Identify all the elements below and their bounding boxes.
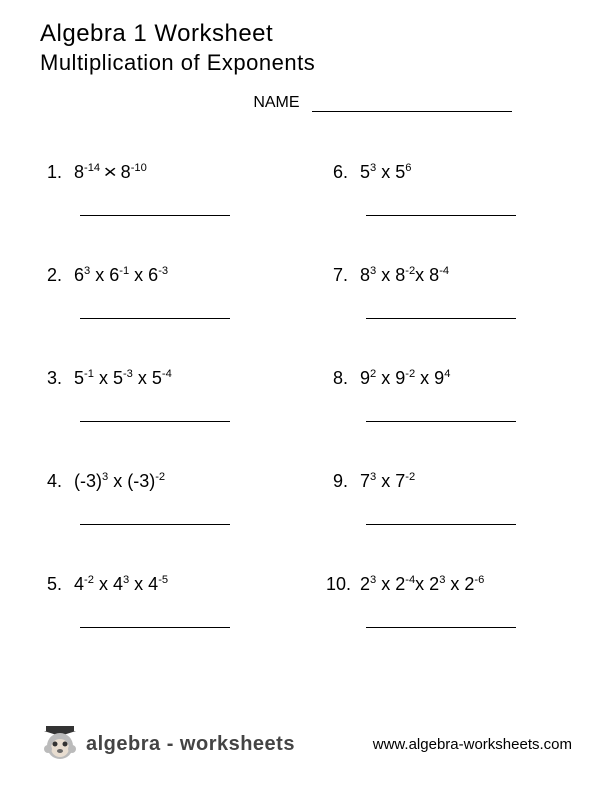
problem-expression-line: 8.92 x 9-2 x 94 bbox=[326, 368, 572, 389]
problem: 9.73 x 7-2 bbox=[326, 471, 572, 566]
problem-expression: 23 x 2-4x 23 x 2-6 bbox=[354, 574, 484, 595]
problem-number: 10. bbox=[326, 574, 354, 595]
answer-blank-line[interactable] bbox=[366, 627, 516, 628]
problem: 7.83 x 8-2x 8-4 bbox=[326, 265, 572, 360]
problem-expression: 92 x 9-2 x 94 bbox=[354, 368, 450, 389]
problems-container: 1.8-14 × 8-10 2.63 x 6-1 x 6-3 3.5-1 x 5-3… bbox=[40, 162, 572, 677]
name-label: NAME bbox=[253, 94, 299, 112]
problem: 10.23 x 2-4x 23 x 2-6 bbox=[326, 574, 572, 669]
problem-number: 9. bbox=[326, 471, 354, 492]
answer-blank-line[interactable] bbox=[366, 524, 516, 525]
problem-expression-line: 5.4-2 x 43 x 4-5 bbox=[40, 574, 286, 595]
problem-expression: 4-2 x 43 x 4-5 bbox=[68, 574, 168, 595]
problem-number: 2. bbox=[40, 265, 68, 286]
problem-number: 1. bbox=[40, 162, 68, 183]
problem-expression: 73 x 7-2 bbox=[354, 471, 415, 492]
answer-blank-line[interactable] bbox=[80, 318, 230, 319]
problem: 2.63 x 6-1 x 6-3 bbox=[40, 265, 286, 360]
title-main: Algebra 1 Worksheet bbox=[40, 20, 572, 48]
problem-expression-line: 4.(-3)3 x (-3)-2 bbox=[40, 471, 286, 492]
problem: 8.92 x 9-2 x 94 bbox=[326, 368, 572, 463]
problem-expression: 8-14 × 8-10 bbox=[68, 162, 147, 183]
title-sub: Multiplication of Exponents bbox=[40, 50, 572, 76]
problem-expression-line: 3.5-1 x 5-3 x 5-4 bbox=[40, 368, 286, 389]
name-blank-line[interactable] bbox=[312, 111, 512, 112]
footer: algebra - worksheets www.algebra-workshe… bbox=[40, 724, 572, 764]
problem-number: 8. bbox=[326, 368, 354, 389]
problem-expression-line: 6.53 x 56 bbox=[326, 162, 572, 183]
problem-expression: 53 x 56 bbox=[354, 162, 411, 183]
problem-expression: (-3)3 x (-3)-2 bbox=[68, 471, 165, 492]
problem-number: 4. bbox=[40, 471, 68, 492]
name-row: NAME bbox=[40, 94, 572, 112]
problem-number: 5. bbox=[40, 574, 68, 595]
problem: 4.(-3)3 x (-3)-2 bbox=[40, 471, 286, 566]
problems-left-column: 1.8-14 × 8-10 2.63 x 6-1 x 6-3 3.5-1 x 5-3… bbox=[40, 162, 286, 677]
problem-number: 6. bbox=[326, 162, 354, 183]
problem: 5.4-2 x 43 x 4-5 bbox=[40, 574, 286, 669]
problem-expression: 63 x 6-1 x 6-3 bbox=[68, 265, 168, 286]
logo-text: algebra - worksheets bbox=[86, 733, 295, 756]
problem-expression: 83 x 8-2x 8-4 bbox=[354, 265, 449, 286]
problem: 1.8-14 × 8-10 bbox=[40, 162, 286, 257]
problem-expression-line: 9.73 x 7-2 bbox=[326, 471, 572, 492]
answer-blank-line[interactable] bbox=[366, 421, 516, 422]
answer-blank-line[interactable] bbox=[80, 524, 230, 525]
worksheet-header: Algebra 1 Worksheet Multiplication of Ex… bbox=[40, 20, 572, 76]
problem: 6.53 x 56 bbox=[326, 162, 572, 257]
problem-expression-line: 10.23 x 2-4x 23 x 2-6 bbox=[326, 574, 572, 595]
problem-expression-line: 1.8-14 × 8-10 bbox=[40, 162, 286, 183]
answer-blank-line[interactable] bbox=[80, 215, 230, 216]
problems-right-column: 6.53 x 567.83 x 8-2x 8-48.92 x 9-2 x 949… bbox=[326, 162, 572, 677]
problem-number: 7. bbox=[326, 265, 354, 286]
answer-blank-line[interactable] bbox=[366, 215, 516, 216]
footer-url: www.algebra-worksheets.com bbox=[373, 736, 572, 753]
problem-expression: 5-1 x 5-3 x 5-4 bbox=[68, 368, 172, 389]
answer-blank-line[interactable] bbox=[366, 318, 516, 319]
answer-blank-line[interactable] bbox=[80, 627, 230, 628]
problem-number: 3. bbox=[40, 368, 68, 389]
answer-blank-line[interactable] bbox=[80, 421, 230, 422]
problem-expression-line: 7.83 x 8-2x 8-4 bbox=[326, 265, 572, 286]
problem-expression-line: 2.63 x 6-1 x 6-3 bbox=[40, 265, 286, 286]
problem: 3.5-1 x 5-3 x 5-4 bbox=[40, 368, 286, 463]
logo: algebra - worksheets bbox=[40, 724, 295, 764]
mascot-icon bbox=[40, 724, 80, 764]
